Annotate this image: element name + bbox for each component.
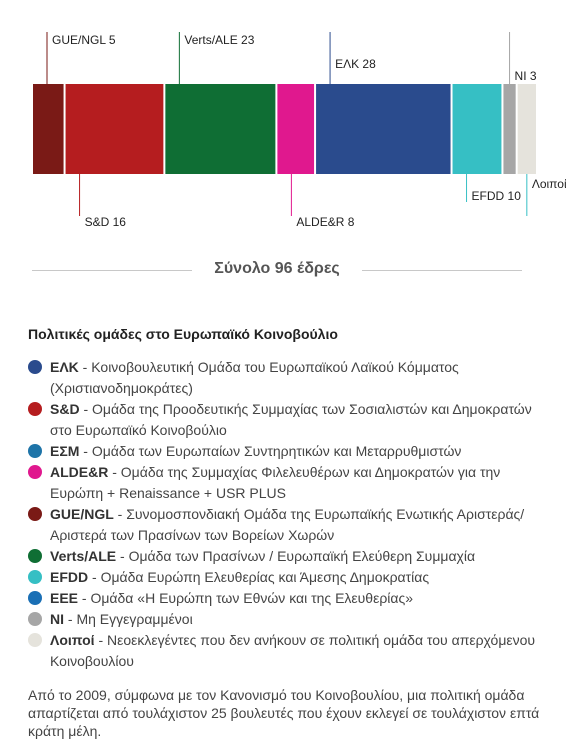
legend-dot-icon bbox=[28, 570, 42, 584]
bar-segment-λοιποί bbox=[517, 84, 536, 174]
legend-item: NI - Μη Εγγεγραμμένοι bbox=[28, 609, 544, 630]
legend-desc: - Ομάδα της Συμμαχίας Φιλελευθέρων και Δ… bbox=[50, 464, 501, 501]
legend-dot-icon bbox=[28, 444, 42, 458]
legend-dot-icon bbox=[28, 549, 42, 563]
bar-segment-gue-ngl bbox=[33, 84, 64, 174]
legend-dot-icon bbox=[28, 402, 42, 416]
legend-desc: - Συνομοσπονδιακή Ομάδα της Ευρωπαϊκής Ε… bbox=[50, 506, 525, 543]
legend-dot-icon bbox=[28, 465, 42, 479]
bar-segment-verts-ale bbox=[165, 84, 276, 174]
bar-segment-ελκ bbox=[316, 84, 451, 174]
legend-list: ΕΛΚ - Κοινοβουλευτική Ομάδα του Ευρωπαϊκ… bbox=[28, 357, 544, 672]
legend-abbr: EFDD bbox=[50, 569, 89, 585]
legend-abbr: ΕΣΜ bbox=[50, 443, 80, 459]
legend-desc: - Ομάδα «Η Ευρώπη των Εθνών και της Ελευ… bbox=[78, 590, 414, 606]
bar-segment-ni bbox=[503, 84, 516, 174]
legend-abbr: GUE/NGL bbox=[50, 506, 114, 522]
bar-segment-s-d bbox=[65, 84, 164, 174]
legend-desc: - Ομάδα των Πρασίνων / Ευρωπαϊκή Ελεύθερ… bbox=[116, 548, 476, 564]
legend-abbr: ΕΛΚ bbox=[50, 359, 79, 375]
data-label-verts-ale: Verts/ALE 23 bbox=[184, 33, 254, 47]
legend-item: GUE/NGL - Συνομοσπονδιακή Ομάδα της Ευρω… bbox=[28, 504, 544, 546]
footnote: Από το 2009, σύμφωνα με τον Κανονισμό το… bbox=[28, 687, 540, 739]
legend-item: ΕΛΚ - Κοινοβουλευτική Ομάδα του Ευρωπαϊκ… bbox=[28, 357, 544, 399]
total-rule-left bbox=[32, 270, 192, 271]
legend-desc: - Μη Εγγεγραμμένοι bbox=[64, 611, 193, 627]
legend-desc: - Νεοεκλεγέντες που δεν ανήκουν σε πολιτ… bbox=[50, 632, 536, 669]
legend-item: Verts/ALE - Ομάδα των Πρασίνων / Ευρωπαϊ… bbox=[28, 546, 544, 567]
legend-abbr: Verts/ALE bbox=[50, 548, 117, 564]
legend-dot-icon bbox=[28, 591, 42, 605]
data-label-s-d: S&D 16 bbox=[85, 215, 127, 229]
seat-chart: GUE/NGL 5 S&D 16 Verts/ALE 23 ALDE&R 8 ΕΛΚ 2… bbox=[0, 0, 566, 240]
data-label-alde-r: ALDE&R 8 bbox=[296, 215, 354, 229]
legend-abbr: ALDE&R bbox=[50, 464, 109, 480]
data-label-ελκ: ΕΛΚ 28 bbox=[335, 57, 376, 71]
legend-desc: - Ομάδα της Προοδευτικής Συμμαχίας των Σ… bbox=[50, 401, 532, 438]
legend-dot-icon bbox=[28, 633, 42, 647]
legend-item: ΕΣΜ - Ομάδα των Ευρωπαίων Συντηρητικών κ… bbox=[28, 441, 544, 462]
total-seats: Σύνολο 96 έδρες bbox=[32, 258, 522, 282]
data-label-ni: NI 3 bbox=[515, 69, 537, 83]
total-rule-right bbox=[362, 270, 522, 271]
legend-item: ΕΕΕ - Ομάδα «Η Ευρώπη των Εθνών και της … bbox=[28, 588, 544, 609]
bar-segment-efdd bbox=[452, 84, 502, 174]
legend-abbr: ΕΕΕ bbox=[50, 590, 79, 606]
legend-dot-icon bbox=[28, 507, 42, 521]
legend-title: Πολιτικές ομάδες στο Ευρωπαϊκό Κοινοβούλ… bbox=[28, 326, 338, 342]
total-seats-label: Σύνολο 96 έδρες bbox=[214, 260, 340, 277]
legend-item: S&D - Ομάδα της Προοδευτικής Συμμαχίας τ… bbox=[28, 399, 544, 441]
legend-abbr: S&D bbox=[50, 401, 80, 417]
legend-desc: - Κοινοβουλευτική Ομάδα του Ευρωπαϊκού Λ… bbox=[50, 359, 459, 396]
data-label-λοιποί: Λοιποί 3 bbox=[532, 177, 566, 191]
data-label-efdd: EFDD 10 bbox=[472, 189, 522, 203]
legend-item: EFDD - Ομάδα Ευρώπη Ελευθερίας και Άμεση… bbox=[28, 567, 544, 588]
legend-abbr: NI bbox=[50, 611, 64, 627]
legend-desc: - Ομάδα των Ευρωπαίων Συντηρητικών και Μ… bbox=[79, 443, 462, 459]
bar-segment-alde-r bbox=[277, 84, 315, 174]
legend-dot-icon bbox=[28, 360, 42, 374]
data-label-gue-ngl: GUE/NGL 5 bbox=[52, 33, 116, 47]
legend-dot-icon bbox=[28, 612, 42, 626]
seat-bar-svg: GUE/NGL 5 S&D 16 Verts/ALE 23 ALDE&R 8 ΕΛΚ 2… bbox=[33, 32, 566, 229]
legend-abbr: Λοιποί bbox=[50, 632, 95, 648]
legend-item: ALDE&R - Ομάδα της Συμμαχίας Φιλελευθέρω… bbox=[28, 462, 544, 504]
legend-desc: - Ομάδα Ευρώπη Ελευθερίας και Άμεσης Δημ… bbox=[88, 569, 430, 585]
legend-item: Λοιποί - Νεοεκλεγέντες που δεν ανήκουν σ… bbox=[28, 630, 544, 672]
